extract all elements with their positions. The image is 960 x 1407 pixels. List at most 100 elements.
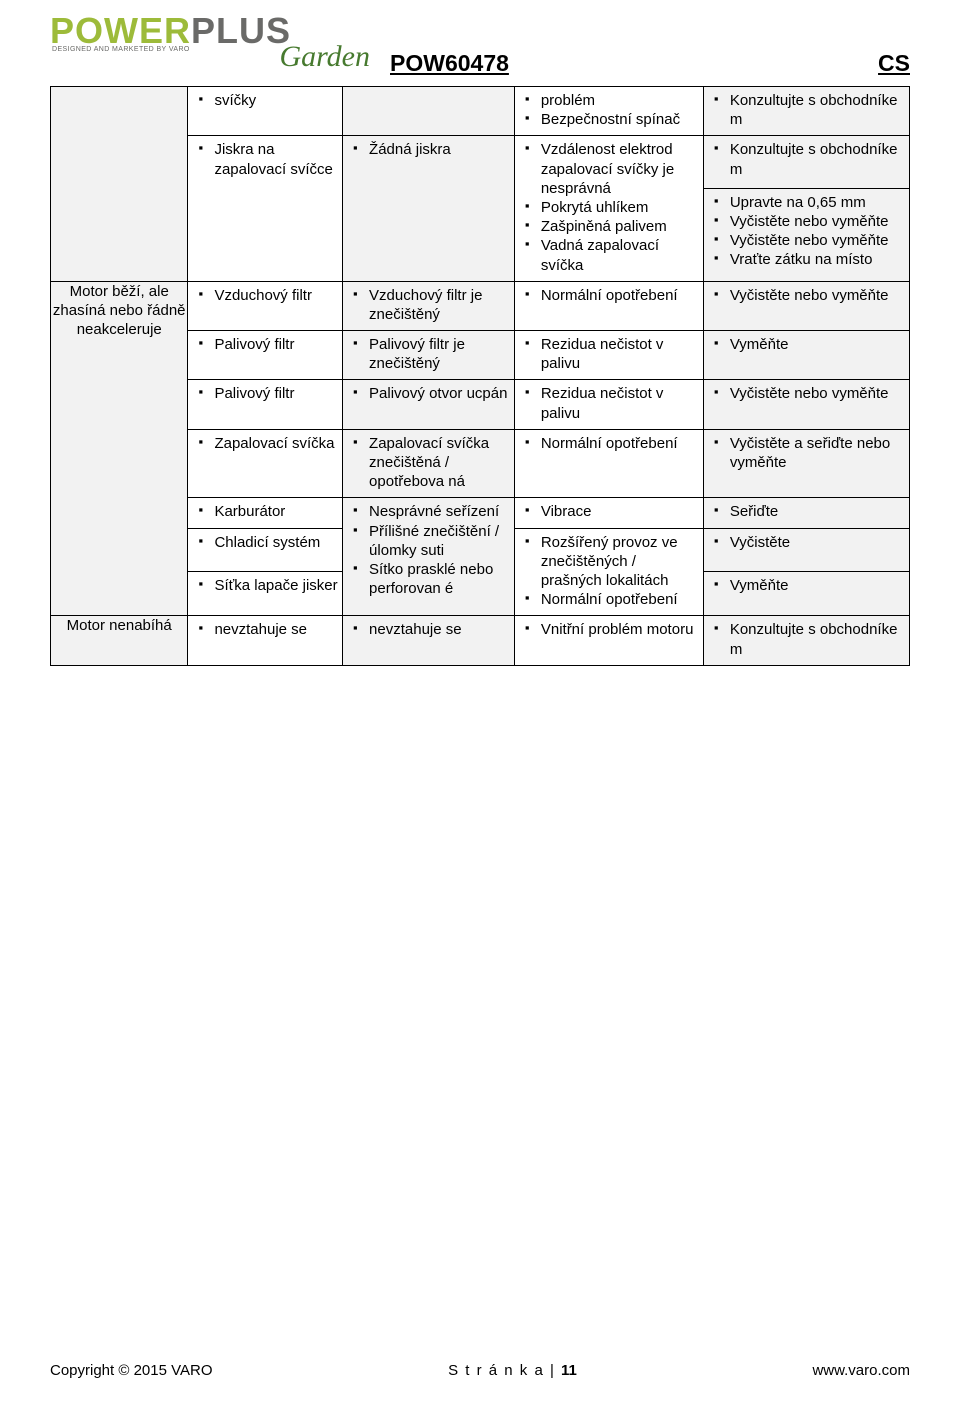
cell: Normální opotřebení [514, 429, 703, 498]
cell: Vzdálenost elektrod zapalovací svíčky je… [514, 136, 703, 281]
cell: svíčky [188, 87, 343, 136]
bullet: nevztahuje se [192, 620, 338, 639]
bullet: Jiskra na zapalovací svíčce [192, 140, 338, 178]
cell: Vyměňte [703, 331, 909, 380]
troubleshoot-table: svíčky problém Bezpečnostní spínač Konzu… [50, 86, 910, 666]
cell: Konzultujte s obchodníke m [703, 136, 909, 188]
logo-word1: POWER [50, 10, 191, 51]
bullet: Sítko prasklé nebo perforovan é [347, 560, 510, 598]
bullet: Zapalovací svíčka [192, 434, 338, 453]
cell: Palivový filtr je znečištěný [343, 331, 515, 380]
cell: Síťka lapače jisker [188, 572, 343, 616]
cell: Vyčistěte nebo vyměňte [703, 380, 909, 429]
bullet: Pokrytá uhlíkem [519, 198, 699, 217]
bullet: Žádná jiskra [347, 140, 510, 159]
problem-label-cell [51, 87, 188, 282]
cell: Rozšířený provoz ve znečištěných / prašn… [514, 528, 703, 616]
problem-label-cell: Motor běží, ale zhasíná nebo řádně neakc… [51, 281, 188, 616]
bullet: Konzultujte s obchodníke m [708, 140, 905, 178]
copyright: Copyright © 2015 VARO [50, 1362, 213, 1379]
cell: Vzduchový filtr [188, 281, 343, 330]
cell: Upravte na 0,65 mm Vyčistěte nebo vyměňt… [703, 188, 909, 281]
cell: nevztahuje se [343, 616, 515, 665]
logo: POWERPLUS DESIGNED AND MARKETED BY VARO … [50, 10, 340, 80]
bullet: Vyměňte [708, 335, 905, 354]
page-header: POWERPLUS DESIGNED AND MARKETED BY VARO … [50, 0, 910, 86]
bullet: nevztahuje se [347, 620, 510, 639]
cell: Rezidua nečistot v palivu [514, 380, 703, 429]
bullet: Bezpečnostní spínač [519, 110, 699, 129]
table-row: Motor běží, ale zhasíná nebo řádně neakc… [51, 281, 910, 330]
cell: Rezidua nečistot v palivu [514, 331, 703, 380]
problem-label: Motor nenabíhá [67, 617, 172, 634]
cell: nevztahuje se [188, 616, 343, 665]
bullet: Normální opotřebení [519, 286, 699, 305]
bullet: Přílišné znečištění / úlomky suti [347, 522, 510, 560]
bullet: Chladicí systém [192, 533, 338, 552]
cell: Konzultujte s obchodníke m [703, 616, 909, 665]
cell: Žádná jiskra [343, 136, 515, 281]
logo-word2: PLUS [191, 10, 291, 51]
footer-url: www.varo.com [812, 1362, 910, 1379]
cell: Nesprávné seřízení Přílišné znečištění /… [343, 498, 515, 616]
cell: Palivový otvor ucpán [343, 380, 515, 429]
bullet: Rezidua nečistot v palivu [519, 335, 699, 373]
bullet: Zapalovací svíčka znečištěná / opotřebov… [347, 434, 510, 492]
bullet: Normální opotřebení [519, 434, 699, 453]
page-footer: Copyright © 2015 VARO S t r á n k a | 11… [50, 1362, 910, 1379]
problem-label-cell: Motor nenabíhá [51, 616, 188, 665]
problem-label: Motor běží, ale zhasíná nebo řádně neakc… [53, 283, 186, 338]
bullet: Vyčistěte a seřiďte nebo vyměňte [708, 434, 905, 472]
bullet: Vyčistěte nebo vyměňte [708, 231, 905, 250]
bullet: Konzultujte s obchodníke m [708, 620, 905, 658]
bullet: svíčky [192, 91, 338, 110]
bullet: Vyměňte [708, 576, 905, 595]
bullet: Rezidua nečistot v palivu [519, 384, 699, 422]
cell: Seřiďte [703, 498, 909, 528]
cell [343, 87, 515, 136]
bullet: Vyčistěte nebo vyměňte [708, 384, 905, 403]
page-number: S t r á n k a | 11 [448, 1362, 577, 1379]
cell: Palivový filtr [188, 331, 343, 380]
bullet: Konzultujte s obchodníke m [708, 91, 905, 129]
cell: Vibrace [514, 498, 703, 528]
bullet: Vibrace [519, 502, 699, 521]
bullet: problém [519, 91, 699, 110]
product-code: POW60478 [390, 50, 509, 77]
cell: Normální opotřebení [514, 281, 703, 330]
bullet: Vzdálenost elektrod zapalovací svíčky je… [519, 140, 699, 198]
cell: Jiskra na zapalovací svíčce [188, 136, 343, 281]
cell: Vyčistěte a seřiďte nebo vyměňte [703, 429, 909, 498]
logo-script: Garden [279, 40, 370, 74]
bullet: Seřiďte [708, 502, 905, 521]
cell: Zapalovací svíčka znečištěná / opotřebov… [343, 429, 515, 498]
bullet: Vadná zapalovací svíčka [519, 236, 699, 274]
cell: Konzultujte s obchodníke m [703, 87, 909, 136]
bullet: Normální opotřebení [519, 590, 699, 609]
cell: Vzduchový filtr je znečištěný [343, 281, 515, 330]
bullet: Vyčistěte nebo vyměňte [708, 212, 905, 231]
cell: Chladicí systém [188, 528, 343, 572]
cell: Vyčistěte nebo vyměňte [703, 281, 909, 330]
bullet: Palivový filtr [192, 384, 338, 403]
table-row: svíčky problém Bezpečnostní spínač Konzu… [51, 87, 910, 136]
bullet: Vnitřní problém motoru [519, 620, 699, 639]
bullet: Nesprávné seřízení [347, 502, 510, 521]
bullet: Vyčistěte [708, 533, 905, 552]
bullet: Karburátor [192, 502, 338, 521]
cell: Karburátor [188, 498, 343, 528]
bullet: Rozšířený provoz ve znečištěných / prašn… [519, 533, 699, 591]
bullet: Síťka lapače jisker [192, 576, 338, 595]
cell: Zapalovací svíčka [188, 429, 343, 498]
bullet: Palivový otvor ucpán [347, 384, 510, 403]
bullet: Zašpiněná palivem [519, 217, 699, 236]
cell: Vnitřní problém motoru [514, 616, 703, 665]
cell: Palivový filtr [188, 380, 343, 429]
header-titles: POW60478 CS [390, 10, 910, 77]
bullet: Palivový filtr je znečištěný [347, 335, 510, 373]
cell: Vyměňte [703, 572, 909, 616]
bullet: Upravte na 0,65 mm [708, 193, 905, 212]
cell: Vyčistěte [703, 528, 909, 572]
bullet: Palivový filtr [192, 335, 338, 354]
bullet: Vraťte zátku na místo [708, 250, 905, 269]
